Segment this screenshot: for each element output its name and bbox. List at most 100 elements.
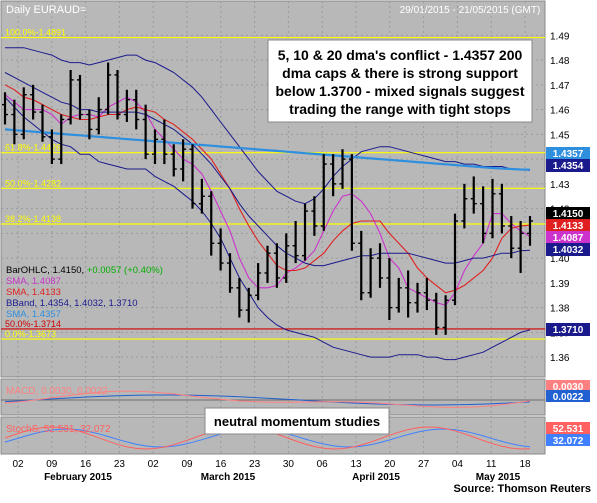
ohlc-bar — [470, 176, 477, 214]
ohlc-bar — [358, 230, 365, 301]
indicator-tag — [546, 422, 590, 434]
callout-line-1: 5, 10 & 20 dma's conflict - 1.4357 200 — [278, 47, 523, 63]
ohlc-bar — [320, 154, 327, 231]
y-tick-label: 1.48 — [550, 56, 570, 67]
price-tag-label: 1.4032 — [553, 245, 584, 256]
x-tick-label: 02 — [12, 459, 24, 470]
ohlc-bar — [283, 233, 290, 283]
ohlc-bar — [236, 277, 243, 318]
indicator-tag — [546, 434, 590, 446]
indicator-tag-label: 0.0022 — [553, 392, 584, 403]
ohlc-bar — [377, 243, 383, 288]
month-label: March 2015 — [201, 472, 256, 483]
callout-line-4: trading the range with tight stops — [289, 101, 511, 117]
month-label: February 2015 — [44, 472, 112, 483]
ohlc-bar — [255, 263, 262, 301]
x-tick-label: 30 — [283, 459, 295, 470]
price-tag-label: 1.3710 — [553, 325, 584, 336]
x-tick-label: 23 — [114, 459, 126, 470]
series-line — [4, 72, 531, 267]
x-tick-label: 09 — [181, 459, 193, 470]
legend-entry: SMA, 1.4357 — [6, 309, 61, 320]
ohlc-bar — [264, 245, 271, 283]
ohlc-bar — [367, 248, 374, 298]
x-tick-label: 23 — [249, 459, 261, 470]
legend-entry: SMA, 1.4087 — [6, 276, 61, 287]
y-tick-label: 1.47 — [550, 81, 570, 92]
ohlc-bar — [152, 129, 158, 165]
ohlc-bar — [498, 183, 505, 234]
series-line — [5, 47, 531, 205]
ohlc-bar — [11, 99, 18, 145]
x-tick-label: 09 — [46, 459, 58, 470]
x-tick-label: 20 — [384, 459, 396, 470]
price-tag — [546, 147, 590, 160]
ohlc-bar — [227, 253, 233, 293]
price-tag-label: 1.4133 — [553, 221, 584, 232]
macd-line — [4, 390, 531, 408]
date-range: 29/01/2015 - 21/05/2015 (GMT) — [400, 5, 541, 16]
price-tag-label: 1.4150 — [553, 209, 584, 220]
ohlc-bar — [105, 62, 112, 115]
ohlc-bar — [77, 74, 83, 120]
y-tick-label: 1.43 — [550, 180, 570, 191]
series-layer — [4, 47, 531, 361]
x-tick-label: 06 — [317, 459, 329, 470]
y-tick-label: 1.49 — [550, 31, 570, 42]
ohlc-bar — [405, 270, 412, 318]
y-tick-label: 1.36 — [550, 353, 570, 364]
ohlc-bar — [189, 144, 196, 209]
indicator-tag-label: 32.072 — [553, 436, 584, 447]
ohlc-bar — [217, 228, 224, 271]
ohlc-bar — [489, 178, 496, 239]
indicator-tag-label: 0.0030 — [553, 382, 584, 393]
ohlc-bar — [114, 69, 121, 120]
price-tag — [546, 231, 590, 244]
ohlc-bar — [452, 213, 458, 306]
ohlc-bar — [170, 144, 177, 177]
y-tick-label: 1.45 — [550, 130, 570, 141]
ohlc-bar — [198, 178, 205, 214]
y-tick-label: 1.39 — [550, 279, 570, 290]
x-tick-label: 11 — [486, 459, 497, 470]
ohlc-bar — [302, 203, 308, 261]
x-tick-label: 16 — [215, 459, 227, 470]
ohlc-bar — [48, 129, 55, 165]
ohlc-bar — [20, 87, 27, 140]
callout-line-3: below 1.3700 - mixed signals suggest — [276, 83, 525, 99]
y-tick-label: 1.40 — [550, 254, 570, 265]
month-label: May 2015 — [476, 472, 521, 483]
ohlc-bar — [142, 104, 149, 160]
price-tag — [546, 207, 590, 220]
main-callout-box — [267, 39, 533, 123]
x-tick-label: 02 — [148, 459, 160, 470]
ohlc-bar — [461, 183, 468, 229]
ohlc-bar — [348, 154, 355, 251]
price-tag-label: 1.4357 — [553, 149, 584, 160]
ohlc-layer — [2, 62, 533, 335]
ohlc-bar — [30, 84, 37, 120]
series-line — [4, 96, 531, 361]
ohlc-bar — [58, 114, 65, 165]
series-line — [4, 94, 531, 306]
ohlc-bar — [86, 109, 93, 140]
legend-entry: BBand, 1.4354, 1.4032, 1.3710 — [6, 298, 138, 309]
ohlc-bar — [39, 104, 46, 142]
ohlc-bar — [517, 220, 524, 273]
x-tick-label: 04 — [452, 459, 464, 470]
ohlc-bar — [386, 258, 393, 321]
x-tick-label: 13 — [350, 459, 362, 470]
ohlc-bar — [414, 282, 421, 313]
indicator-tag-label: 52.531 — [553, 424, 584, 435]
ohlc-bar — [67, 69, 74, 125]
price-tag — [546, 219, 590, 232]
momentum-callout-box — [204, 407, 390, 435]
legend: BarOHLC, 1.4150, +0.0057 (+0.40%)SMA, 1.… — [6, 265, 163, 320]
source-credit: Source: Thomson Reuters — [453, 483, 591, 495]
ohlc-bar — [527, 216, 533, 246]
price-tag-label: 1.4087 — [553, 233, 584, 244]
chart-title: Daily EURAUD= — [6, 4, 86, 16]
ohlc-bar — [339, 149, 346, 189]
